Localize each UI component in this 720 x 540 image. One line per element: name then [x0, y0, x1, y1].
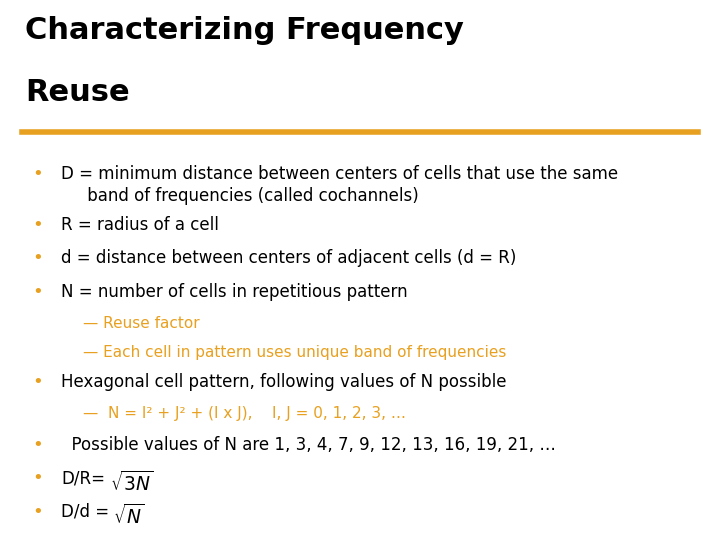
Text: $\sqrt{N}$: $\sqrt{N}$ — [113, 504, 145, 528]
Text: $\sqrt{3N}$: $\sqrt{3N}$ — [110, 470, 154, 495]
Text: •: • — [32, 469, 43, 487]
Text: Possible values of N are 1, 3, 4, 7, 9, 12, 13, 16, 19, 21, …: Possible values of N are 1, 3, 4, 7, 9, … — [61, 436, 556, 454]
Text: Hexagonal cell pattern, following values of N possible: Hexagonal cell pattern, following values… — [61, 373, 507, 390]
Text: •: • — [32, 436, 43, 454]
Text: •: • — [32, 216, 43, 234]
Text: •: • — [32, 283, 43, 301]
Text: •: • — [32, 503, 43, 521]
Text: D = minimum distance between centers of cells that use the same
     band of fre: D = minimum distance between centers of … — [61, 165, 618, 205]
Text: R = radius of a cell: R = radius of a cell — [61, 216, 219, 234]
Text: D/d =: D/d = — [61, 503, 109, 521]
Text: •: • — [32, 165, 43, 183]
Text: Reuse: Reuse — [25, 78, 130, 107]
Text: — Reuse factor: — Reuse factor — [83, 316, 199, 332]
Text: D/R=: D/R= — [61, 469, 105, 487]
Text: N = number of cells in repetitious pattern: N = number of cells in repetitious patte… — [61, 283, 408, 301]
Text: •: • — [32, 373, 43, 390]
Text: •: • — [32, 249, 43, 267]
Text: Characterizing Frequency: Characterizing Frequency — [25, 16, 464, 45]
Text: —  N = I² + J² + (I x J),    I, J = 0, 1, 2, 3, …: — N = I² + J² + (I x J), I, J = 0, 1, 2,… — [83, 406, 406, 421]
Text: — Each cell in pattern uses unique band of frequencies: — Each cell in pattern uses unique band … — [83, 345, 506, 360]
Text: d = distance between centers of adjacent cells (d = R): d = distance between centers of adjacent… — [61, 249, 516, 267]
